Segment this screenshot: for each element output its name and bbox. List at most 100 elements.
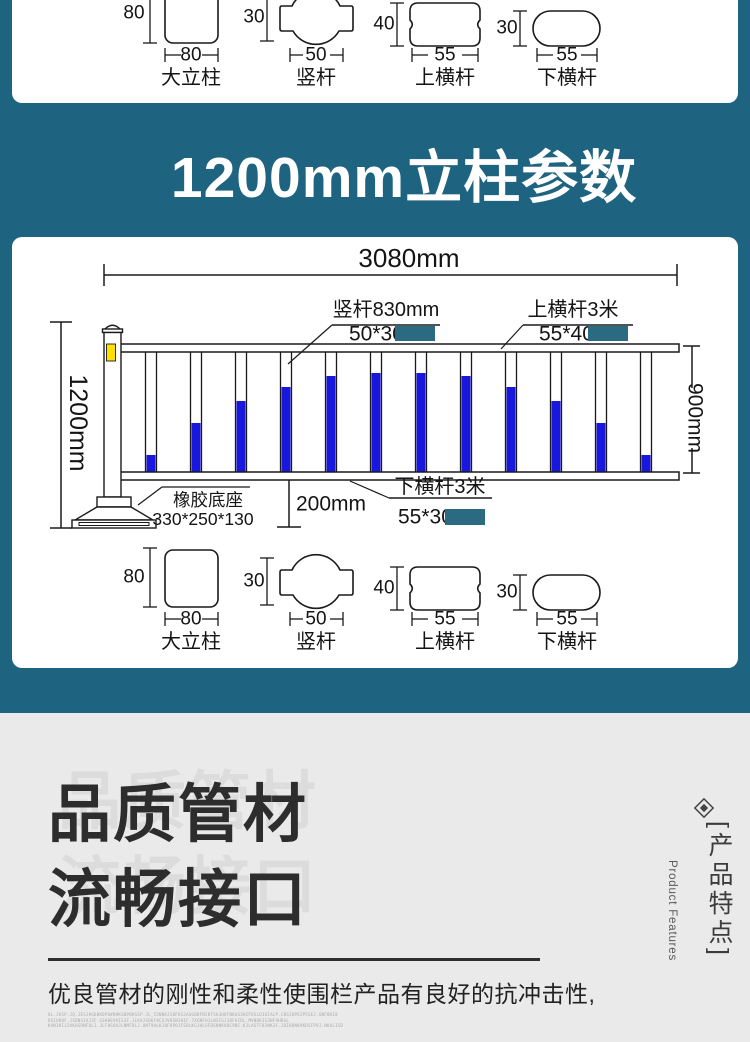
- side-label-cn: [产品特点]: [705, 821, 733, 959]
- profile-shape-square: [164, 549, 219, 608]
- svg-text:55: 55: [434, 609, 455, 630]
- callout-base: 橡胶底座 330*250*130: [137, 486, 254, 529]
- dim-overall-width-label: 3080mm: [358, 243, 459, 273]
- picket-blue-fill: [371, 373, 381, 473]
- heading-underline: [48, 958, 540, 961]
- profile-shape-square: [164, 0, 219, 44]
- side-rail: [产品特点] Product Features: [660, 713, 750, 1042]
- svg-text:80: 80: [180, 45, 201, 66]
- svg-text:55: 55: [556, 609, 577, 630]
- profile-shugan: 30 50 竖杆: [243, 553, 354, 653]
- profile-shape-notched-rect: [409, 2, 481, 47]
- picket-blue-fill: [326, 376, 336, 473]
- svg-text:55: 55: [434, 45, 455, 66]
- svg-text:橡胶底座: 橡胶底座: [173, 490, 243, 510]
- top-profile-row: 80 80 大立柱 30 50 竖杆 40 55 上: [123, 0, 601, 89]
- callout-top-rail: 上横杆3米 55*40: [500, 298, 633, 350]
- top-profiles-panel: 80 80 大立柱 30 50 竖杆 40 55 上: [12, 0, 738, 103]
- side-label-en: Product Features: [666, 860, 678, 962]
- features-heading: 品质管材 流畅接口: [48, 773, 308, 943]
- heading-line-2: 流畅接口: [48, 865, 308, 935]
- picket-blue-fill: [191, 423, 201, 473]
- picket-blue-fill: [596, 423, 606, 473]
- profile-xiahenggan: 30 55 下横杆: [496, 574, 601, 653]
- profile-row: 80 80 大立柱 30 50 竖杆 40 55 上: [123, 547, 601, 653]
- dim-overall-height-label: 1200mm: [64, 374, 92, 471]
- post-base-plate-groove: [78, 522, 150, 526]
- redacted-brand-block: [395, 326, 435, 341]
- post-base-collar: [96, 496, 132, 508]
- svg-text:竖杆: 竖杆: [296, 630, 336, 653]
- features-body-text: 优良管材的刚性和柔性使围栏产品有良好的抗冲击性,: [48, 981, 596, 1007]
- redacted-brand-block: [445, 509, 485, 525]
- dim-overall-width: [103, 264, 678, 286]
- svg-text:80: 80: [123, 3, 144, 24]
- post-base-flange: [72, 506, 156, 521]
- profile-shanghenggan: 40 55 上横杆: [373, 2, 481, 89]
- svg-text:上横杆: 上横杆: [415, 66, 475, 89]
- callout-bottom-rail: 下横杆3米 55*30: [349, 475, 492, 529]
- title-band: 1200mm立柱参数: [0, 103, 750, 237]
- svg-text:80: 80: [123, 567, 144, 588]
- fine-print-line: OL.JKSP.JQ.JESJ#GO8KDPO#NHKSBPBKSSP.JL_5…: [48, 1012, 338, 1017]
- svg-text:50: 50: [305, 45, 326, 66]
- dim-clearance: [277, 480, 301, 528]
- fine-print-line: OSIUKOF.JSDNSIAJ2F.GSH8EVKIS3F.JLKAJSD6F…: [48, 1017, 290, 1023]
- svg-text:下横杆3米: 下横杆3米: [394, 475, 485, 498]
- svg-text:55: 55: [556, 45, 577, 66]
- heading-line-1: 品质管材: [48, 780, 308, 850]
- profile-shape-round-tube: [279, 553, 354, 610]
- svg-text:50*30: 50*30: [349, 323, 404, 346]
- picket-blue-fill: [461, 376, 471, 473]
- profile-shugan: 30 50 竖杆: [243, 0, 354, 89]
- svg-text:大立柱: 大立柱: [161, 630, 221, 653]
- picket-blue-fill: [506, 387, 516, 473]
- callout-vertical-bar: 竖杆830mm 50*30: [287, 298, 440, 365]
- fence-diagram: 3080mm 1200mm: [50, 243, 707, 529]
- profile-xiahenggan: 30 55 下横杆: [496, 10, 601, 89]
- svg-text:大立柱: 大立柱: [161, 66, 221, 89]
- picket-blue-fill: [416, 373, 426, 473]
- profile-dalizhu: 80 80 大立柱: [123, 0, 221, 89]
- fence-bars: [144, 350, 653, 475]
- svg-text:55*30: 55*30: [398, 506, 453, 529]
- profile-shape-notched-rect: [409, 566, 481, 611]
- fine-print-line: KVN3KIJ2VKHSDNF8LI.JLF8SOAJLNMFDLJ.8NT9H…: [48, 1023, 344, 1028]
- picket-blue-fill: [281, 387, 291, 473]
- dim-rail-height-label: 900mm: [684, 383, 707, 453]
- dim-overall-height: [50, 321, 72, 529]
- redacted-brand-block: [588, 326, 628, 341]
- fence-post: [71, 324, 157, 529]
- profile-dalizhu: 80 80 大立柱: [123, 547, 221, 653]
- dim-clearance-label: 200mm: [296, 493, 366, 516]
- profile-shape-round-tube: [279, 0, 354, 46]
- svg-text:55*40: 55*40: [539, 323, 594, 346]
- svg-text:330*250*130: 330*250*130: [152, 509, 253, 529]
- features-section: 品质管材 流畅接口 优良管材的刚性和柔性使围栏产品有良好的抗冲击性, OL.JK…: [0, 713, 750, 1042]
- svg-text:竖杆830mm: 竖杆830mm: [333, 298, 440, 321]
- diamond-icon: [693, 797, 715, 819]
- svg-text:50: 50: [305, 609, 326, 630]
- svg-text:30: 30: [496, 582, 517, 603]
- profile-shape-capsule: [532, 10, 601, 47]
- svg-text:下横杆: 下横杆: [537, 630, 597, 653]
- picket-blue-fill: [641, 455, 651, 473]
- fine-print: OL.JKSP.JQ.JESJ#GO8KDPO#NHKSBPBKSSP.JL_5…: [48, 1012, 343, 1029]
- svg-text:30: 30: [243, 7, 264, 28]
- profile-shape-capsule: [532, 574, 601, 611]
- svg-text:上横杆3米: 上横杆3米: [527, 298, 618, 321]
- svg-text:30: 30: [243, 571, 264, 592]
- svg-text:40: 40: [373, 14, 394, 35]
- svg-text:40: 40: [373, 578, 394, 599]
- fence-diagram-panel: 3080mm 1200mm: [12, 237, 738, 668]
- post-reflective-sticker: [106, 343, 116, 362]
- dim-rail-height: [683, 345, 700, 474]
- picket-blue-fill: [146, 455, 156, 473]
- svg-text:上横杆: 上横杆: [415, 630, 475, 653]
- svg-text:80: 80: [180, 609, 201, 630]
- picket-blue-fill: [236, 401, 246, 473]
- svg-text:下横杆: 下横杆: [537, 66, 597, 89]
- svg-text:30: 30: [496, 18, 517, 39]
- page-title: 1200mm立柱参数: [170, 146, 638, 210]
- picket-blue-fill: [551, 401, 561, 473]
